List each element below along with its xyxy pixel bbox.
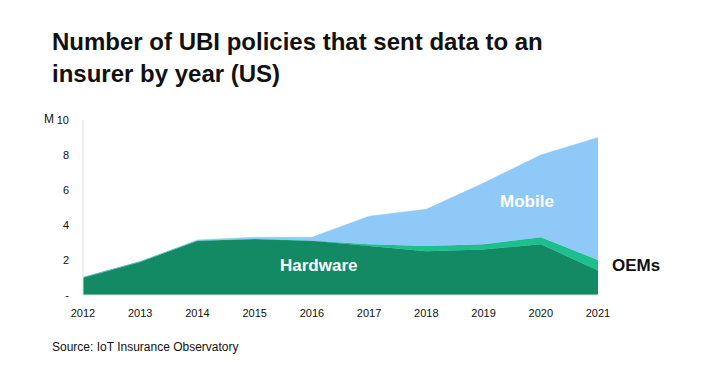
svg-text:2018: 2018	[414, 307, 438, 319]
svg-text:2015: 2015	[242, 307, 266, 319]
svg-text:2020: 2020	[529, 307, 553, 319]
svg-text:2019: 2019	[471, 307, 495, 319]
svg-text:4: 4	[63, 219, 69, 231]
html-text:Hardware: Hardware	[280, 256, 358, 275]
svg-text:10: 10	[57, 114, 69, 126]
svg-text:2013: 2013	[128, 307, 152, 319]
html-text:Mobile: Mobile	[500, 192, 554, 211]
svg-text:2014: 2014	[185, 307, 209, 319]
svg-text:2012: 2012	[71, 307, 95, 319]
svg-text:6: 6	[63, 184, 69, 196]
svg-text:2021: 2021	[586, 307, 610, 319]
svg-text:2016: 2016	[300, 307, 324, 319]
svg-text:8: 8	[63, 149, 69, 161]
html-text:Number of UBI policies that se: Number of UBI policies that sent data to…	[52, 28, 543, 87]
svg-text:2: 2	[63, 254, 69, 266]
svg-text:-: -	[65, 289, 69, 301]
html-text:M: M	[44, 112, 54, 126]
html-text:Source: IoT Insurance Observat: Source: IoT Insurance Observatory	[52, 340, 239, 354]
svg-text:2017: 2017	[357, 307, 381, 319]
html-text:OEMs: OEMs	[612, 256, 661, 275]
